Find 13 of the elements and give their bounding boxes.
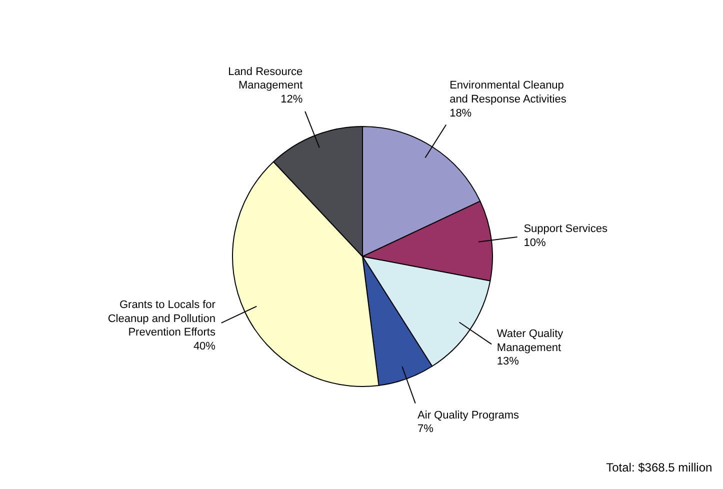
data-label: 13% bbox=[496, 356, 520, 368]
text: Total: $368.5 million bbox=[606, 460, 712, 474]
data-label: 12% bbox=[280, 93, 303, 106]
data-label: 18% bbox=[450, 107, 472, 120]
slice-label: Support Services bbox=[524, 223, 608, 236]
slice-label: Water Quality Management bbox=[496, 328, 564, 354]
data-label: 7% bbox=[418, 423, 434, 436]
slice-label: Grants to Locals for Cleanup and Pollution Prevention Efforts bbox=[108, 298, 216, 339]
data-label: 10% bbox=[524, 237, 546, 250]
slice-label: Air Quality Programs bbox=[418, 409, 520, 422]
slice-label: Land Resource Management bbox=[228, 66, 303, 92]
data-label: 40% bbox=[193, 340, 216, 352]
slice-label: Environmental Cleanup and Response Activities bbox=[450, 80, 567, 106]
